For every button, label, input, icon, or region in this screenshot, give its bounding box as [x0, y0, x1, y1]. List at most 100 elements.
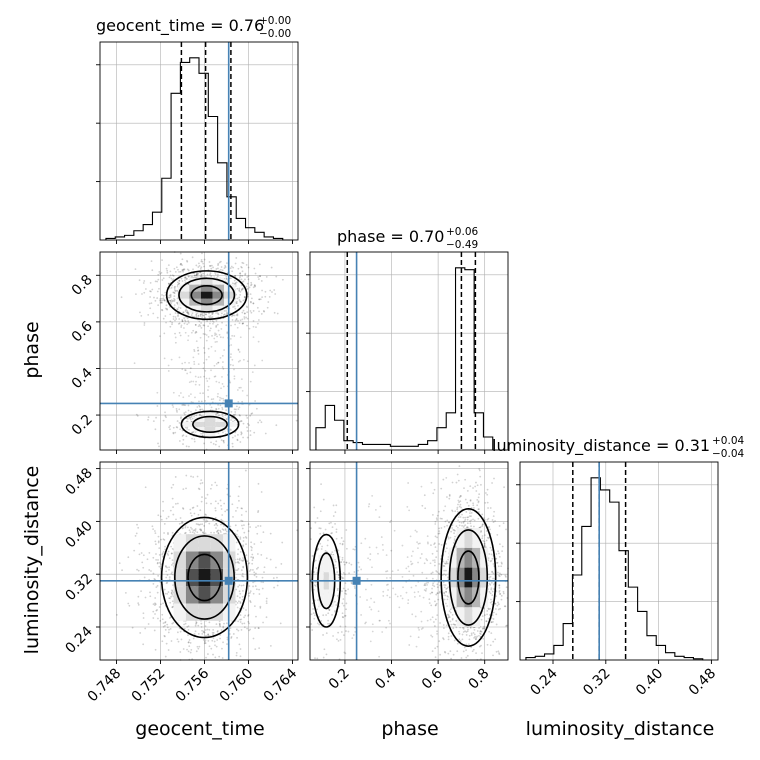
- sample-point-593: [444, 520, 447, 523]
- sample-point-1452: [164, 315, 167, 317]
- sample-point-487: [155, 609, 158, 612]
- sample-point-1093: [311, 629, 314, 631]
- sample-point-1502: [422, 596, 425, 599]
- sample-point-651: [252, 302, 255, 305]
- sample-point-809: [234, 319, 237, 322]
- sample-point-687: [171, 593, 174, 596]
- sample-point-976: [475, 652, 477, 655]
- sample-point-902: [478, 469, 481, 472]
- sample-point-53: [248, 585, 251, 587]
- sample-point-549: [244, 469, 247, 472]
- sample-point-249: [438, 543, 441, 545]
- sample-point-19: [161, 618, 164, 621]
- sample-point-1649: [243, 317, 246, 320]
- sample-point-1115: [187, 409, 190, 412]
- sample-point-623: [472, 506, 475, 509]
- sample-point-547: [167, 264, 170, 267]
- sample-point-817: [184, 277, 187, 279]
- sample-point-529: [137, 595, 140, 598]
- sample-point-185: [161, 553, 164, 556]
- panel-luminosity-distance-histogram: 0.24 0.32 0.40 0.48: [516, 461, 719, 699]
- sample-point-300: [250, 541, 253, 544]
- sample-point-499: [442, 478, 445, 481]
- sample-point-94: [463, 487, 465, 490]
- sample-point-58: [167, 631, 170, 634]
- sample-point-707: [456, 473, 459, 476]
- sample-point-1586: [187, 321, 190, 324]
- sample-point-415: [146, 558, 149, 561]
- sample-point-588: [184, 525, 187, 527]
- sample-point-1390: [200, 415, 203, 417]
- sample-point-1248: [318, 527, 321, 530]
- sample-point-1557: [193, 363, 196, 366]
- sample-point-576: [238, 562, 241, 565]
- sample-point-671: [484, 501, 487, 504]
- sample-point-1014: [221, 269, 224, 272]
- sample-point-362: [263, 566, 266, 569]
- sample-point-1563: [208, 377, 211, 380]
- sample-point-1606: [173, 304, 176, 307]
- truth-marker-phase-vs-geocent-time: [224, 399, 233, 408]
- sample-point-274: [172, 513, 175, 516]
- density-cell-1-4-2: [215, 426, 227, 432]
- sample-point-1572: [184, 411, 187, 414]
- sample-point-856: [223, 267, 226, 270]
- sample-point-858: [200, 322, 202, 324]
- sample-point-860: [249, 293, 252, 296]
- sample-point-1146: [330, 521, 332, 524]
- sample-point-1249: [325, 632, 328, 635]
- sample-point-1430: [184, 361, 186, 364]
- sample-point-989: [161, 294, 163, 296]
- sample-point-22: [222, 625, 225, 628]
- sample-point-1471: [217, 432, 220, 434]
- sample-point-1550: [188, 361, 190, 364]
- density-cell-1-3-2: [204, 426, 216, 432]
- sample-point-1332: [342, 604, 345, 607]
- sample-point-1559: [202, 367, 205, 370]
- sample-point-276: [475, 481, 477, 484]
- sample-point-325: [492, 654, 494, 657]
- sample-point-994: [195, 330, 197, 333]
- sample-point-1535: [222, 336, 225, 339]
- sample-point-765: [247, 266, 250, 269]
- sample-point-799: [240, 288, 243, 290]
- sample-point-1500: [183, 412, 186, 414]
- sample-point-1295: [147, 418, 149, 421]
- sample-point-188: [239, 655, 242, 658]
- sample-point-542: [166, 269, 169, 272]
- sample-point-1464: [396, 595, 399, 598]
- sample-point-731: [199, 523, 202, 526]
- sample-point-839: [233, 282, 236, 285]
- sample-point-916: [240, 569, 243, 572]
- histogram-geocent-time: [105, 57, 293, 241]
- sample-point-751: [159, 272, 161, 275]
- sample-point-416: [469, 499, 472, 502]
- sample-point-684: [237, 548, 240, 551]
- sample-point-519: [250, 284, 252, 287]
- sample-point-989: [198, 524, 201, 526]
- sample-point-380: [276, 312, 279, 315]
- sample-point-209: [214, 656, 217, 659]
- sample-point-1392: [215, 319, 218, 322]
- sample-point-674: [198, 262, 200, 265]
- sample-point-712: [242, 280, 245, 283]
- sample-point-385: [154, 543, 157, 546]
- sample-point-738: [441, 517, 443, 520]
- sample-point-1057: [201, 260, 204, 263]
- sample-point-242: [485, 492, 487, 494]
- sample-point-1636: [233, 377, 236, 380]
- sample-point-1088: [176, 420, 179, 422]
- sample-point-879: [207, 653, 209, 655]
- sample-point-1202: [200, 432, 202, 435]
- sample-point-711: [250, 281, 253, 284]
- sample-point-1514: [203, 375, 205, 378]
- sample-point-1522: [217, 392, 219, 395]
- sample-point-1419: [198, 404, 201, 407]
- sample-point-1465: [369, 640, 372, 643]
- sample-point-529: [167, 296, 170, 299]
- sample-point-1205: [182, 488, 185, 491]
- sample-point-249: [245, 554, 248, 557]
- sample-point-1455: [189, 393, 192, 396]
- sample-point-376: [162, 622, 165, 625]
- sample-point-85: [200, 260, 203, 263]
